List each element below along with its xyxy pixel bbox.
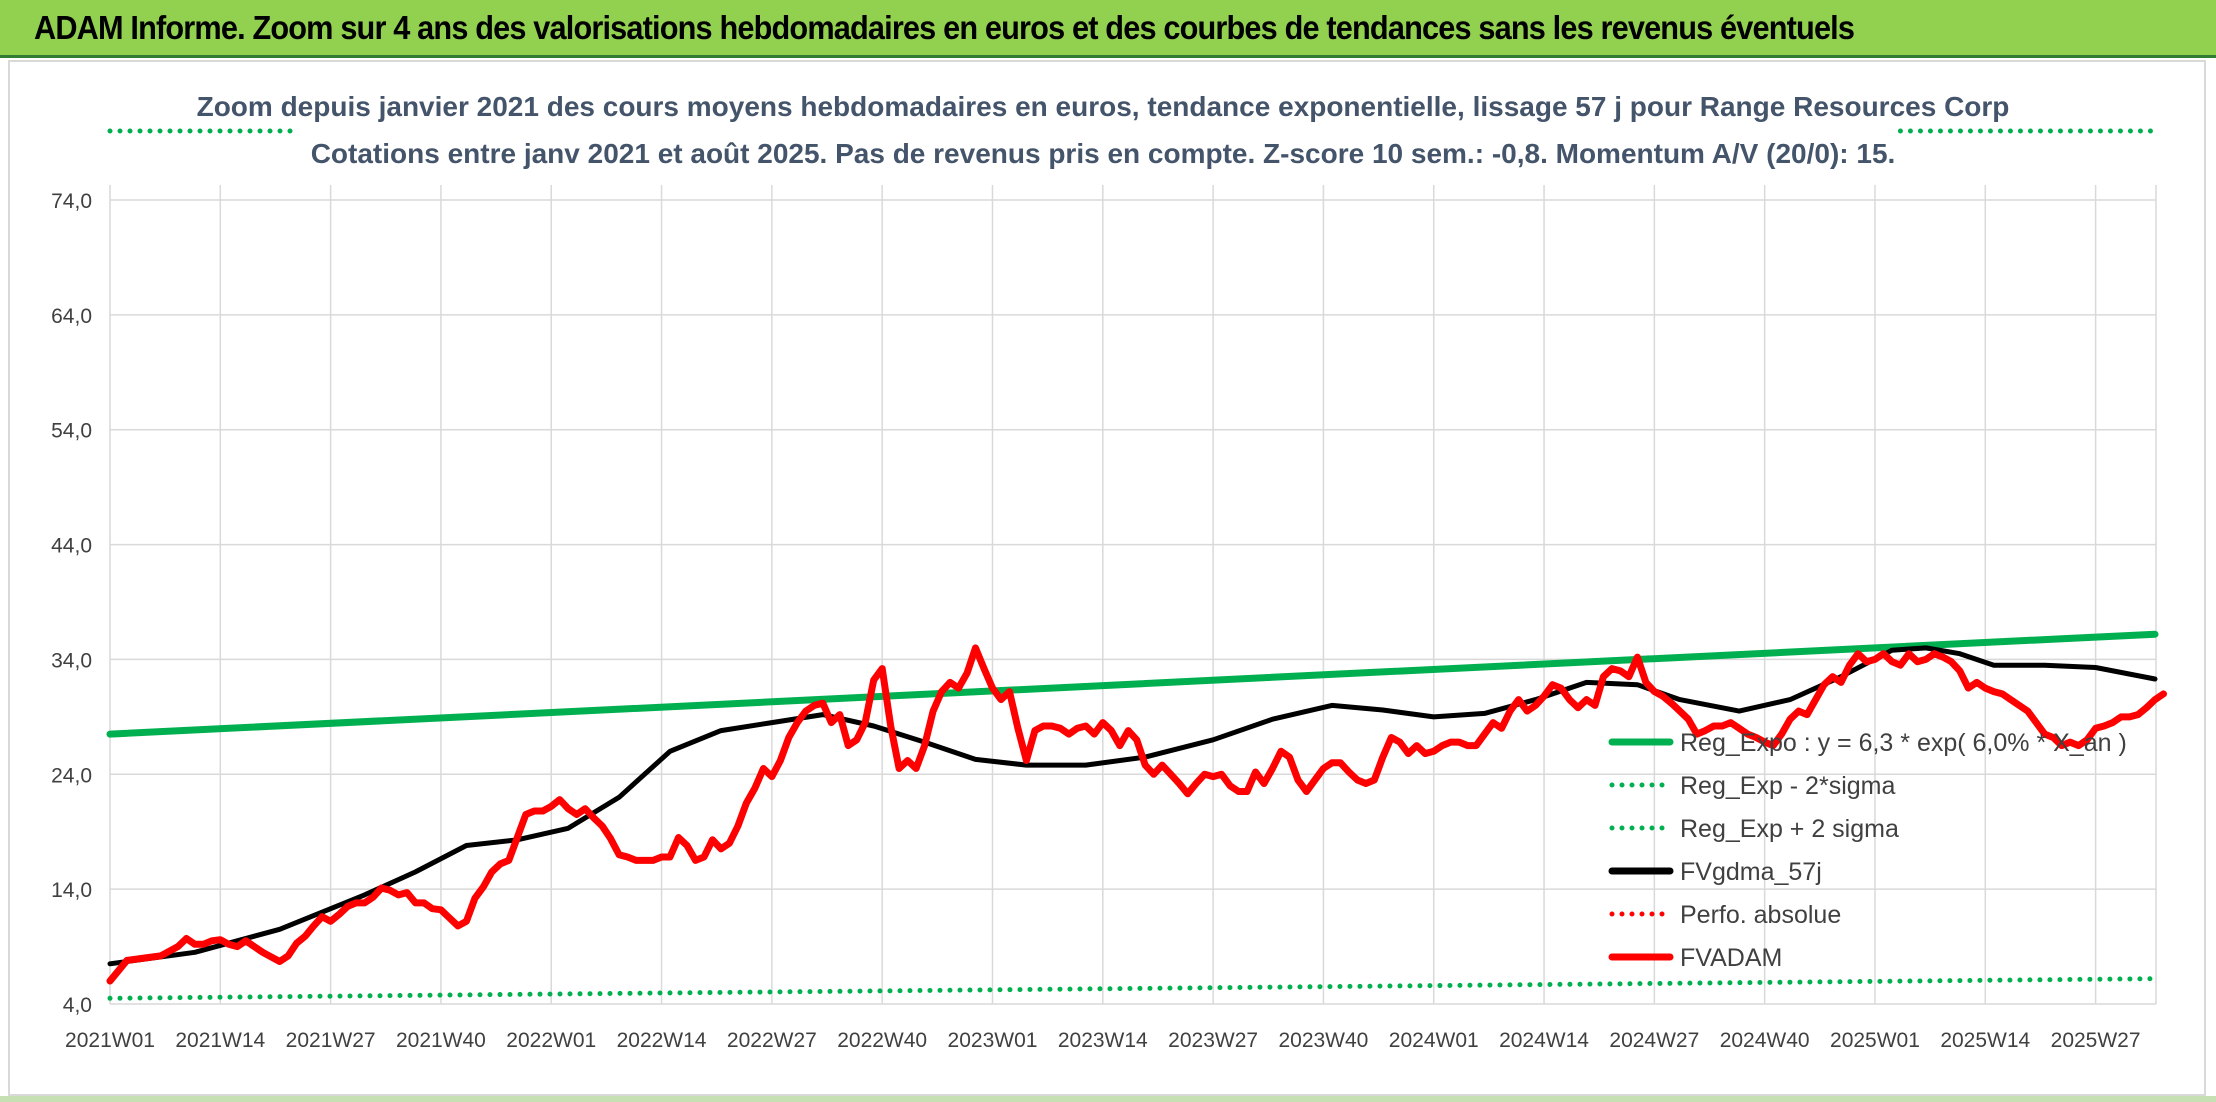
x-tick-label: 2021W14	[175, 1029, 265, 1052]
x-tick-label: 2024W40	[1720, 1029, 1810, 1052]
chart-subtitle-line2: Cotations entre janv 2021 et août 2025. …	[311, 138, 1896, 169]
x-tick-label: 2023W14	[1058, 1029, 1148, 1052]
x-tick-label: 2021W27	[286, 1029, 376, 1052]
legend-label: Reg_Exp + 2 sigma	[1680, 815, 1899, 843]
legend-label: FVADAM	[1680, 944, 1782, 972]
series-layer	[106, 128, 2167, 1001]
grid	[109, 185, 2157, 1005]
x-tick-label: 2022W01	[506, 1029, 596, 1052]
chart-frame	[8, 60, 2206, 1096]
x-tick-label: 2024W27	[1609, 1029, 1699, 1052]
x-tick-label: 2025W27	[2051, 1029, 2141, 1052]
y-tick-label: 24,0	[51, 764, 92, 787]
bottom-accent-line	[0, 1096, 2216, 1102]
x-tick-label: 2022W27	[727, 1029, 817, 1052]
x-tick-label: 2025W01	[1830, 1029, 1920, 1052]
x-tick-label: 2023W40	[1278, 1029, 1368, 1052]
y-tick-label: 14,0	[51, 879, 92, 902]
chart-subtitle-line1: Zoom depuis janvier 2021 des cours moyen…	[197, 91, 2010, 122]
x-tick-label: 2022W40	[837, 1029, 927, 1052]
x-tick-label: 2025W14	[1940, 1029, 2030, 1052]
legend-label: Reg_Expo : y = 6,3 * exp( 6,0% * X_an )	[1680, 729, 2127, 757]
x-tick-label: 2022W14	[617, 1029, 707, 1052]
x-tick-label: 2024W01	[1389, 1029, 1479, 1052]
y-axis-ticks: 74,0 64,0 54,0 44,0 34,0 24,0 14,0 4,0	[51, 190, 92, 1017]
x-axis-ticks: 2021W01 2021W14 2021W27 2021W40 2022W01 2022W…	[65, 1029, 2141, 1052]
y-tick-label: 54,0	[51, 420, 92, 443]
series-reg-expo	[106, 630, 2159, 738]
series-reg-exp-minus-2sigma	[107, 976, 2158, 1001]
y-tick-label: 44,0	[51, 535, 92, 558]
y-tick-label: 34,0	[51, 649, 92, 672]
legend-label: Reg_Exp - 2*sigma	[1680, 772, 1895, 800]
x-tick-label: 2023W01	[948, 1029, 1038, 1052]
x-tick-label: 2023W27	[1168, 1029, 1258, 1052]
series-fvgdma-57j	[107, 645, 2158, 967]
x-tick-label: 2024W14	[1499, 1029, 1589, 1052]
legend-label: Perfo. absolue	[1680, 901, 1841, 929]
header-bar: ADAM Informe. Zoom sur 4 ans des valoris…	[0, 0, 2216, 58]
x-tick-label: 2021W40	[396, 1029, 486, 1052]
x-tick-label: 2021W01	[65, 1029, 155, 1052]
y-tick-label: 4,0	[63, 994, 92, 1017]
y-tick-label: 74,0	[51, 190, 92, 213]
legend-label: FVgdma_57j	[1680, 858, 1822, 886]
series-fvadam	[106, 644, 2167, 985]
y-tick-label: 64,0	[51, 305, 92, 328]
legend: Reg_Expo : y = 6,3 * exp( 6,0% * X_an ) R…	[1608, 729, 2127, 972]
page-title: ADAM Informe. Zoom sur 4 ans des valoris…	[34, 9, 1855, 46]
